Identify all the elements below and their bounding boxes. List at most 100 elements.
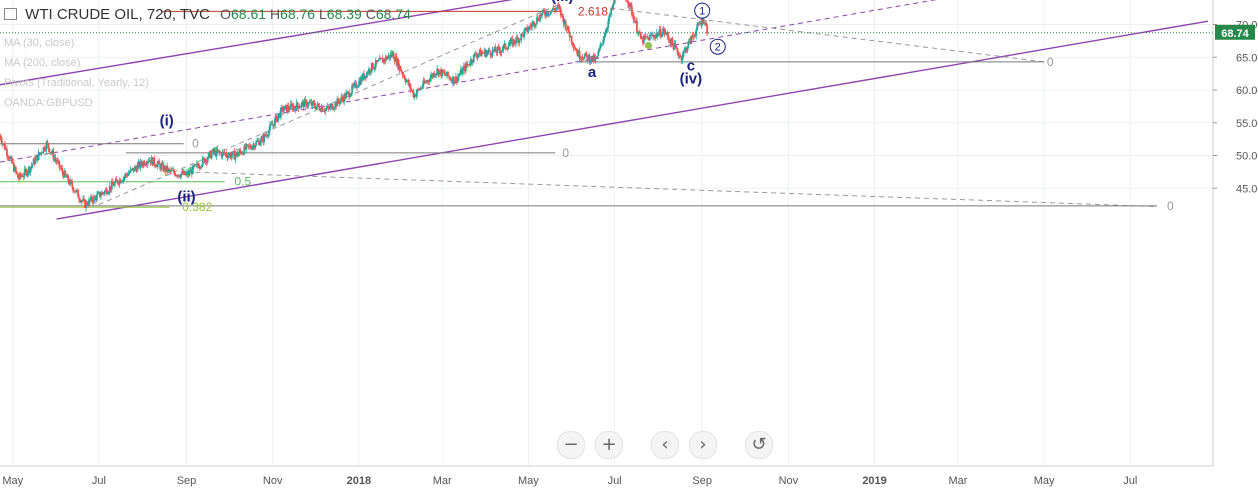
indicator-compare-gbpusd[interactable]: OANDA:GBPUSD [4,97,93,109]
candle-body-125 [122,177,125,181]
candle-body-674 [665,32,668,34]
zoom-out-button[interactable]: − [557,431,585,459]
candle-body-373 [367,69,370,74]
scroll-left-button[interactable]: ‹ [651,431,679,459]
scroll-right-button[interactable]: › [689,431,717,459]
candle-body-618 [610,8,613,15]
wave-label-3: a [588,64,597,81]
candle-body-94 [92,201,94,203]
candle-body-712 [703,22,706,24]
candle-body-149 [146,161,149,165]
candle-body-487 [480,52,483,57]
candle-body-510 [503,43,506,46]
candle-body-493 [486,51,489,53]
candle-body-533 [526,27,529,32]
candle-body-715 [706,24,709,34]
candle-body-571 [563,21,566,25]
candle-body-182 [179,176,181,178]
candle-body-185 [182,171,184,175]
candle-body-269 [265,134,267,137]
candle-body-256 [252,144,255,147]
indicator-pivots[interactable]: Pivots (Traditional, Yearly, 12) [4,77,149,89]
candle-body-40 [38,152,41,154]
candle-body-198 [194,164,197,166]
candle-body-190 [187,172,189,176]
candle-body-431 [425,81,428,83]
candle-body-688 [679,55,682,57]
candle-body-68 [66,175,69,178]
candle-body-202 [198,166,201,169]
candle-body-706 [697,23,700,25]
candle-body-673 [664,33,667,35]
candle-body-3 [2,143,4,145]
level-label-5: 0 [562,146,569,160]
candle-body-350 [345,93,348,99]
candle-body-669 [660,35,663,37]
candle-body-600 [592,55,595,61]
candle-body-547 [540,14,542,17]
candle-body-242 [238,150,241,154]
candle-body-143 [140,161,143,165]
candle-body-340 [335,102,338,107]
candle-body-298 [293,106,296,108]
candle-body-695 [686,47,689,52]
candle-body-491 [484,49,487,57]
candle-body-459 [453,76,455,84]
candle-body-501 [494,47,497,52]
candle-body-331 [326,106,329,109]
indicator-ma200[interactable]: MA (200, close) [4,57,81,69]
candle-body-334 [329,105,332,109]
reset-chart-button[interactable]: ↺ [745,431,773,459]
candle-body-343 [338,101,341,104]
candle-body-248 [244,145,247,150]
candle-body-86 [84,199,86,208]
candle-body-232 [228,153,231,156]
candle-body-588 [580,57,583,59]
candle-body-562 [554,8,557,11]
candle-body-154 [151,157,154,166]
candle-body-436 [430,74,433,78]
wave-circle-7 [694,2,711,19]
candle-body-133 [130,169,133,170]
candle-body-364 [359,80,361,85]
x-tick-label-8: Sep [692,475,712,487]
candle-body-363 [358,80,360,87]
candle-body-516 [509,39,512,44]
candle-body-294 [289,103,292,110]
x-tick-label-12: May [1034,475,1055,487]
candle-body-635 [627,0,629,5]
collapse-icon[interactable] [4,8,17,20]
candle-body-457 [451,79,453,83]
candle-body-21 [19,173,22,177]
indicator-ma30[interactable]: MA (30, close) [4,37,75,49]
candle-body-693 [684,48,687,50]
candle-body-528 [521,33,524,35]
candle-body-211 [207,153,210,159]
ohlc-readout: O68.61 H68.76 L68.39 C68.74 [220,6,411,22]
zoom-in-button[interactable]: + [595,431,623,459]
candle-body-643 [635,20,637,23]
candle-body-251 [247,144,250,147]
candle-body-195 [191,165,194,175]
candle-body-708 [699,23,702,25]
candle-body-249 [245,144,248,150]
candle-body-9 [8,157,10,160]
candle-body-173 [170,170,172,172]
close-value: 68.74 [375,6,411,22]
candle-body-594 [586,55,589,61]
low-value: 68.39 [326,6,362,22]
candle-body-119 [116,180,119,184]
candle-body-273 [269,124,271,131]
candle-body-473 [466,64,469,66]
candle-body-38 [36,155,39,161]
candle-body-287 [282,109,285,112]
candle-body-20 [18,173,21,179]
candle-body-128 [125,173,128,175]
candle-body-263 [259,142,262,146]
candle-body-690 [681,56,684,61]
candle-body-62 [60,168,63,169]
candle-body-83 [81,200,83,202]
candle-body-58 [56,160,59,163]
candle-body-469 [462,66,465,69]
